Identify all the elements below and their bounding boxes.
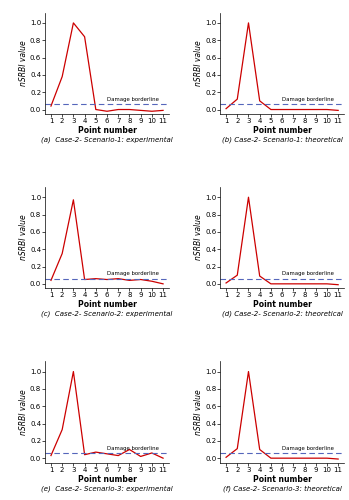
X-axis label: Point number: Point number	[77, 475, 136, 484]
Text: Damage borderline: Damage borderline	[107, 272, 159, 276]
Y-axis label: nSRBI value: nSRBI value	[19, 389, 28, 434]
Y-axis label: nSRBI value: nSRBI value	[19, 40, 28, 86]
Text: (e)  Case-2- Scenario-3: experimental: (e) Case-2- Scenario-3: experimental	[41, 485, 173, 492]
X-axis label: Point number: Point number	[253, 126, 312, 135]
Text: (a)  Case-2- Scenario-1: experimental: (a) Case-2- Scenario-1: experimental	[41, 136, 173, 143]
Text: (c)  Case-2- Scenario-2: experimental: (c) Case-2- Scenario-2: experimental	[41, 310, 173, 318]
Text: Damage borderline: Damage borderline	[107, 446, 159, 451]
Text: (d) Case-2- Scenario-2: theoretical: (d) Case-2- Scenario-2: theoretical	[222, 310, 343, 318]
Text: Damage borderline: Damage borderline	[282, 272, 334, 276]
Text: Damage borderline: Damage borderline	[282, 446, 334, 451]
X-axis label: Point number: Point number	[253, 300, 312, 310]
Y-axis label: nSRBI value: nSRBI value	[194, 214, 203, 260]
Y-axis label: nSRBI value: nSRBI value	[194, 40, 203, 86]
Text: (b) Case-2- Scenario-1: theoretical: (b) Case-2- Scenario-1: theoretical	[222, 136, 343, 143]
X-axis label: Point number: Point number	[253, 475, 312, 484]
Y-axis label: nSRBI value: nSRBI value	[194, 389, 203, 434]
Text: (f) Case-2- Scenario-3: theoretical: (f) Case-2- Scenario-3: theoretical	[223, 485, 342, 492]
X-axis label: Point number: Point number	[77, 300, 136, 310]
Y-axis label: nSRBI value: nSRBI value	[19, 214, 28, 260]
Text: Damage borderline: Damage borderline	[282, 97, 334, 102]
Text: Damage borderline: Damage borderline	[107, 97, 159, 102]
X-axis label: Point number: Point number	[77, 126, 136, 135]
